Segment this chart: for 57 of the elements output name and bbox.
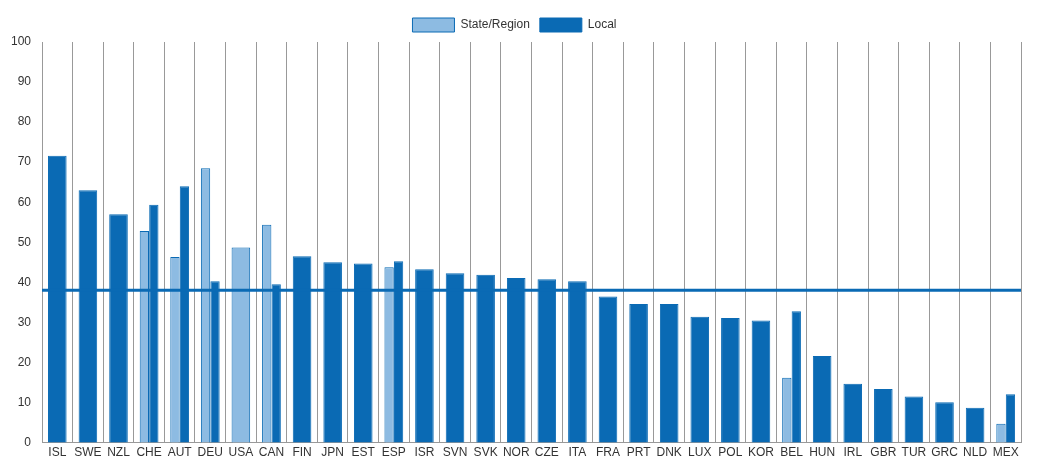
x-tick-label: FRA bbox=[595, 445, 620, 460]
y-tick-label: 70 bbox=[17, 154, 32, 169]
bar bbox=[843, 383, 863, 443]
bar bbox=[904, 396, 924, 443]
x-tick-label: NZL bbox=[107, 445, 131, 460]
x-tick-label: IRL bbox=[843, 445, 863, 460]
x-tick-label: DNK bbox=[656, 445, 682, 460]
bar bbox=[751, 320, 771, 443]
x-tick-label: SWE bbox=[74, 445, 102, 460]
y-tick-label: 20 bbox=[17, 354, 32, 369]
x-tick-label: EST bbox=[351, 445, 376, 460]
x-tick-label: POL bbox=[718, 445, 743, 460]
y-tick-label: 90 bbox=[17, 74, 32, 89]
bar bbox=[874, 388, 893, 443]
x-tick-label: GRC bbox=[931, 445, 959, 460]
bar bbox=[659, 303, 679, 443]
x-tick-label: GBR bbox=[870, 445, 897, 460]
x-tick-label: ESP bbox=[381, 445, 406, 460]
y-tick-label: 60 bbox=[17, 194, 32, 209]
x-tick-label: DEU bbox=[197, 445, 223, 460]
x-tick-label: NOR bbox=[502, 445, 530, 460]
x-tick-label: SVN bbox=[442, 445, 468, 460]
x-tick-label: JPN bbox=[321, 445, 344, 460]
x-tick-label: ITA bbox=[568, 445, 587, 460]
x-tick-label: CAN bbox=[258, 445, 285, 460]
bar bbox=[629, 303, 648, 443]
bar bbox=[965, 407, 985, 443]
x-tick-label: SVK bbox=[473, 445, 498, 460]
y-tick-label: 30 bbox=[17, 314, 32, 329]
x-tick-label: MEX bbox=[992, 445, 1019, 460]
x-tick-label: CHE bbox=[136, 445, 162, 460]
bar bbox=[935, 402, 954, 443]
bar bbox=[690, 316, 710, 443]
y-tick-label: 40 bbox=[17, 274, 32, 289]
x-tick-label: PRT bbox=[626, 445, 652, 460]
y-tick-label: 50 bbox=[17, 234, 32, 249]
legend-label: State/Region bbox=[460, 17, 530, 32]
y-tick-label: 80 bbox=[17, 114, 32, 129]
x-tick-label: HUN bbox=[809, 445, 836, 460]
x-tick-label: TUR bbox=[901, 445, 927, 460]
x-tick-label: NLD bbox=[963, 445, 988, 460]
x-tick-label: FIN bbox=[292, 445, 312, 460]
x-tick-label: ISL bbox=[48, 445, 67, 460]
x-tick-label: KOR bbox=[747, 445, 775, 460]
x-tick-label: AUT bbox=[167, 445, 193, 460]
x-tick-label: ISR bbox=[414, 445, 435, 460]
x-tick-label: CZE bbox=[534, 445, 559, 460]
y-tick-label: 10 bbox=[17, 394, 32, 409]
y-tick-label: 0 bbox=[24, 434, 32, 449]
y-tick-label: 100 bbox=[10, 34, 32, 49]
bar bbox=[812, 356, 832, 443]
legend-label: Local bbox=[587, 17, 617, 32]
bar bbox=[721, 318, 740, 443]
x-tick-label: USA bbox=[228, 445, 254, 460]
x-tick-label: BEL bbox=[780, 445, 804, 460]
x-tick-label: LUX bbox=[688, 445, 712, 460]
bar bbox=[598, 296, 618, 443]
